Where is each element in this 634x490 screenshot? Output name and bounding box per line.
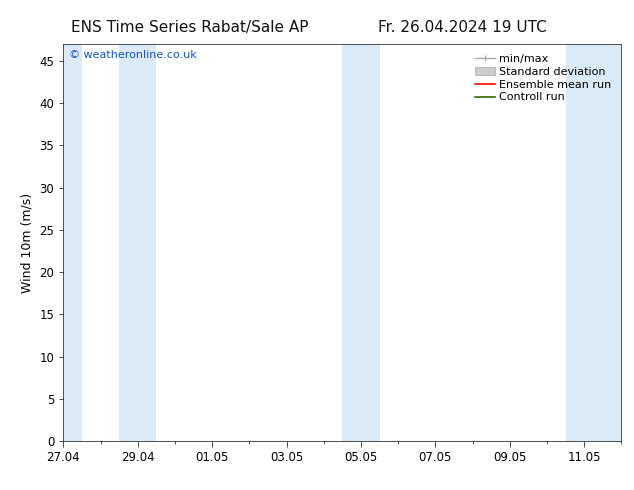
Bar [342, 44, 380, 441]
Text: Fr. 26.04.2024 19 UTC: Fr. 26.04.2024 19 UTC [378, 20, 547, 35]
Bar [45, 44, 82, 441]
Bar [566, 44, 621, 441]
Legend: min/max, Standard deviation, Ensemble mean run, Controll run: min/max, Standard deviation, Ensemble me… [470, 49, 616, 107]
Y-axis label: Wind 10m (m/s): Wind 10m (m/s) [21, 193, 34, 293]
Text: © weatheronline.co.uk: © weatheronline.co.uk [69, 50, 197, 60]
Text: ENS Time Series Rabat/Sale AP: ENS Time Series Rabat/Sale AP [72, 20, 309, 35]
Bar [119, 44, 157, 441]
